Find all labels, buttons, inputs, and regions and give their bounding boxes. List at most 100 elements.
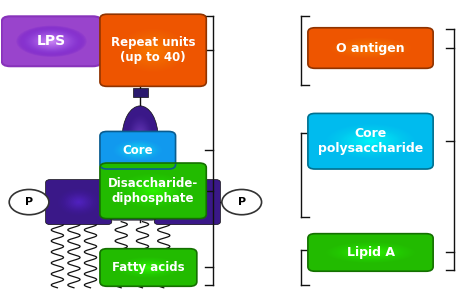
Ellipse shape (66, 194, 91, 210)
Ellipse shape (129, 146, 147, 154)
Ellipse shape (133, 125, 147, 150)
Ellipse shape (118, 141, 158, 159)
Ellipse shape (122, 143, 154, 157)
Ellipse shape (114, 256, 183, 279)
Circle shape (222, 189, 262, 215)
Ellipse shape (170, 191, 205, 214)
Ellipse shape (339, 129, 402, 154)
Ellipse shape (71, 197, 87, 207)
Ellipse shape (350, 248, 391, 257)
Ellipse shape (359, 45, 382, 51)
Ellipse shape (75, 200, 82, 204)
Ellipse shape (128, 116, 152, 159)
FancyBboxPatch shape (155, 180, 220, 225)
Ellipse shape (363, 138, 378, 144)
Ellipse shape (136, 263, 162, 272)
Ellipse shape (35, 34, 68, 49)
Ellipse shape (117, 257, 180, 278)
Ellipse shape (320, 35, 420, 61)
Ellipse shape (125, 260, 172, 275)
Ellipse shape (130, 36, 176, 65)
Ellipse shape (144, 186, 163, 195)
Ellipse shape (117, 190, 149, 214)
Ellipse shape (326, 242, 416, 263)
Ellipse shape (124, 144, 152, 156)
Ellipse shape (171, 192, 203, 213)
Ellipse shape (126, 145, 149, 156)
Ellipse shape (349, 133, 392, 150)
Ellipse shape (125, 144, 151, 156)
Ellipse shape (114, 172, 192, 210)
Ellipse shape (74, 199, 83, 205)
Ellipse shape (147, 188, 159, 194)
FancyBboxPatch shape (109, 184, 156, 220)
Ellipse shape (362, 138, 379, 145)
Ellipse shape (134, 127, 146, 148)
Ellipse shape (118, 27, 188, 73)
Ellipse shape (36, 34, 67, 48)
Ellipse shape (112, 171, 195, 210)
Ellipse shape (72, 198, 85, 206)
Ellipse shape (127, 115, 153, 160)
Ellipse shape (141, 185, 165, 197)
Ellipse shape (122, 106, 158, 169)
Ellipse shape (322, 241, 419, 264)
Ellipse shape (27, 30, 76, 52)
Ellipse shape (128, 261, 169, 274)
FancyBboxPatch shape (100, 249, 197, 286)
Ellipse shape (59, 190, 98, 215)
Ellipse shape (123, 144, 152, 157)
Ellipse shape (334, 127, 407, 156)
Ellipse shape (130, 180, 176, 202)
Ellipse shape (132, 181, 174, 201)
Ellipse shape (131, 147, 144, 153)
Ellipse shape (18, 27, 84, 56)
Text: Core: Core (122, 144, 153, 157)
Ellipse shape (327, 124, 414, 159)
Ellipse shape (144, 44, 163, 56)
Ellipse shape (55, 186, 103, 218)
Ellipse shape (122, 176, 184, 206)
Ellipse shape (119, 192, 147, 213)
Ellipse shape (121, 175, 185, 206)
Ellipse shape (118, 258, 179, 278)
Ellipse shape (113, 24, 193, 76)
Ellipse shape (126, 112, 155, 163)
Ellipse shape (130, 120, 150, 155)
Ellipse shape (343, 130, 398, 152)
Ellipse shape (362, 46, 379, 50)
Ellipse shape (136, 182, 171, 199)
Ellipse shape (338, 245, 403, 260)
Ellipse shape (133, 37, 173, 63)
Ellipse shape (326, 36, 416, 60)
Circle shape (9, 189, 49, 215)
Ellipse shape (346, 131, 395, 151)
Ellipse shape (131, 180, 175, 201)
Ellipse shape (135, 182, 172, 200)
Ellipse shape (136, 130, 145, 145)
Ellipse shape (339, 40, 402, 56)
Ellipse shape (356, 44, 385, 52)
Ellipse shape (141, 42, 165, 58)
Ellipse shape (144, 266, 153, 269)
Ellipse shape (340, 129, 401, 153)
Ellipse shape (131, 262, 166, 273)
Ellipse shape (133, 182, 173, 200)
Ellipse shape (43, 38, 60, 45)
Ellipse shape (56, 188, 101, 217)
Ellipse shape (133, 262, 164, 273)
Ellipse shape (121, 30, 185, 71)
Ellipse shape (346, 41, 395, 55)
Ellipse shape (64, 193, 93, 211)
Ellipse shape (340, 40, 401, 56)
Ellipse shape (129, 261, 168, 274)
Ellipse shape (116, 173, 191, 209)
Ellipse shape (34, 34, 69, 49)
Ellipse shape (48, 40, 55, 43)
Ellipse shape (30, 32, 73, 51)
Ellipse shape (110, 138, 165, 162)
Ellipse shape (362, 250, 379, 255)
Ellipse shape (116, 257, 181, 278)
Ellipse shape (124, 177, 182, 205)
Ellipse shape (323, 241, 418, 264)
